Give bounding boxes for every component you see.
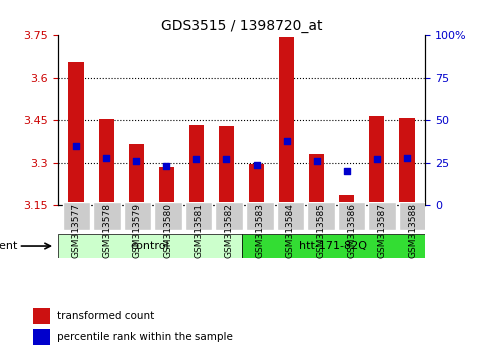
Bar xyxy=(33,329,50,345)
Point xyxy=(132,158,140,164)
Point xyxy=(313,158,321,164)
FancyBboxPatch shape xyxy=(215,202,243,229)
Text: GSM313583: GSM313583 xyxy=(256,203,264,258)
Bar xyxy=(249,164,264,205)
Bar xyxy=(99,119,114,205)
FancyBboxPatch shape xyxy=(369,202,396,229)
Title: GDS3515 / 1398720_at: GDS3515 / 1398720_at xyxy=(161,19,322,33)
Bar xyxy=(399,118,414,205)
Point xyxy=(102,155,110,161)
Bar xyxy=(159,167,174,205)
Text: agent: agent xyxy=(0,241,17,251)
Text: control: control xyxy=(130,241,169,251)
Text: GSM313578: GSM313578 xyxy=(102,203,112,258)
Text: GSM313582: GSM313582 xyxy=(225,203,234,258)
FancyBboxPatch shape xyxy=(277,202,304,229)
Text: GSM313579: GSM313579 xyxy=(133,203,142,258)
Text: GSM313588: GSM313588 xyxy=(408,203,417,258)
FancyBboxPatch shape xyxy=(338,202,366,229)
Bar xyxy=(128,144,144,205)
Point xyxy=(343,169,351,174)
Point xyxy=(162,164,170,169)
FancyBboxPatch shape xyxy=(399,202,426,229)
FancyBboxPatch shape xyxy=(124,202,151,229)
Bar xyxy=(189,125,204,205)
Text: percentile rank within the sample: percentile rank within the sample xyxy=(57,332,233,342)
Point xyxy=(403,155,411,161)
Point xyxy=(72,143,80,149)
FancyBboxPatch shape xyxy=(185,202,213,229)
Text: GSM313587: GSM313587 xyxy=(378,203,387,258)
Point xyxy=(253,162,260,167)
FancyBboxPatch shape xyxy=(62,202,90,229)
Text: GSM313585: GSM313585 xyxy=(316,203,326,258)
FancyBboxPatch shape xyxy=(93,202,121,229)
Text: GSM313584: GSM313584 xyxy=(286,203,295,258)
Text: GSM313577: GSM313577 xyxy=(72,203,81,258)
Point xyxy=(193,156,200,162)
Text: GSM313581: GSM313581 xyxy=(194,203,203,258)
Bar xyxy=(69,62,84,205)
FancyBboxPatch shape xyxy=(307,202,335,229)
Bar xyxy=(279,37,294,205)
Point xyxy=(373,156,381,162)
Bar xyxy=(219,126,234,205)
FancyBboxPatch shape xyxy=(155,202,182,229)
Text: htt-171-82Q: htt-171-82Q xyxy=(299,241,367,251)
Bar xyxy=(309,154,324,205)
Text: transformed count: transformed count xyxy=(57,311,154,321)
FancyBboxPatch shape xyxy=(246,202,274,229)
Bar xyxy=(339,195,355,205)
Bar xyxy=(369,116,384,205)
Bar xyxy=(33,308,50,324)
Point xyxy=(223,156,230,162)
FancyBboxPatch shape xyxy=(58,234,242,258)
FancyBboxPatch shape xyxy=(242,234,425,258)
Text: GSM313580: GSM313580 xyxy=(164,203,172,258)
Point xyxy=(283,138,290,144)
Text: GSM313586: GSM313586 xyxy=(347,203,356,258)
